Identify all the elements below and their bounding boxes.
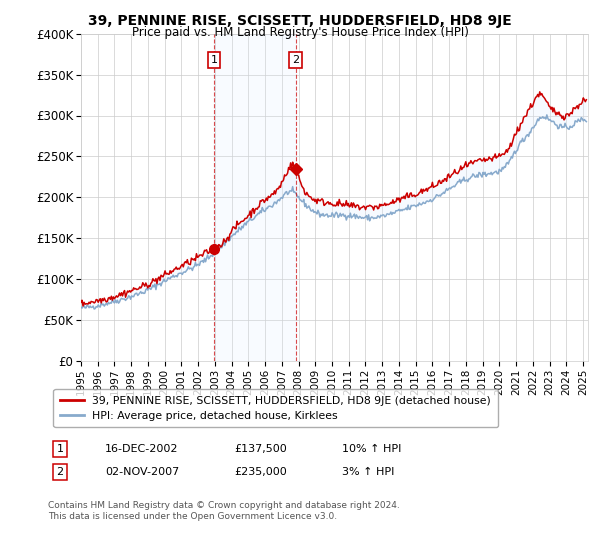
Text: 1: 1: [56, 444, 64, 454]
Legend: 39, PENNINE RISE, SCISSETT, HUDDERSFIELD, HD8 9JE (detached house), HPI: Average: 39, PENNINE RISE, SCISSETT, HUDDERSFIELD…: [53, 389, 497, 427]
Text: £137,500: £137,500: [234, 444, 287, 454]
Text: 16-DEC-2002: 16-DEC-2002: [105, 444, 179, 454]
Text: 1: 1: [211, 55, 218, 65]
Text: 3% ↑ HPI: 3% ↑ HPI: [342, 467, 394, 477]
Text: Contains HM Land Registry data © Crown copyright and database right 2024.
This d: Contains HM Land Registry data © Crown c…: [48, 501, 400, 521]
Text: 02-NOV-2007: 02-NOV-2007: [105, 467, 179, 477]
Text: Price paid vs. HM Land Registry's House Price Index (HPI): Price paid vs. HM Land Registry's House …: [131, 26, 469, 39]
Text: 2: 2: [56, 467, 64, 477]
Bar: [214, 34, 296, 361]
Text: £235,000: £235,000: [234, 467, 287, 477]
Text: 10% ↑ HPI: 10% ↑ HPI: [342, 444, 401, 454]
Text: 39, PENNINE RISE, SCISSETT, HUDDERSFIELD, HD8 9JE: 39, PENNINE RISE, SCISSETT, HUDDERSFIELD…: [88, 14, 512, 28]
Text: 2: 2: [292, 55, 299, 65]
